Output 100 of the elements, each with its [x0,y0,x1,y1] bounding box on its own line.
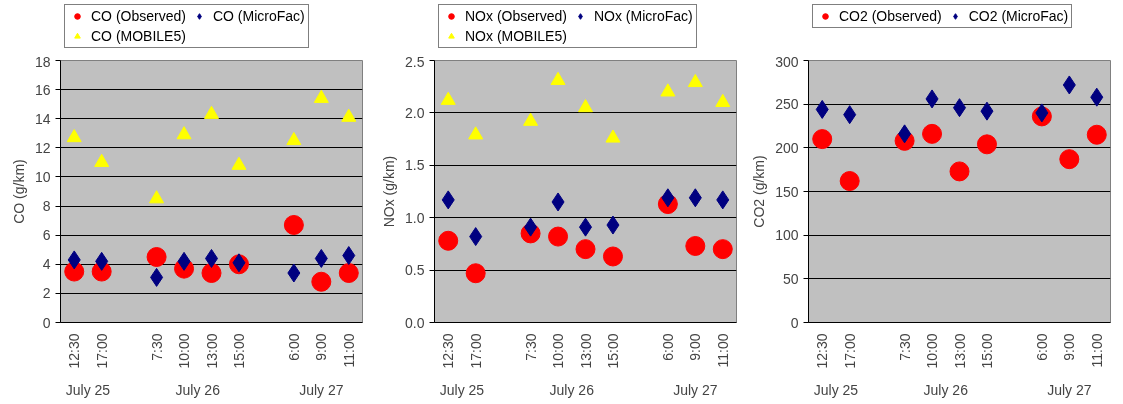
text: July 25 [65,381,111,398]
point [204,105,219,119]
point [94,153,110,167]
point [150,267,164,287]
point [67,250,81,270]
x-tick-label: 15:00 [978,333,995,369]
y-tick-label: 2 [42,285,51,302]
point [468,126,484,140]
x-tick-label: 7:30 [522,333,539,361]
point [898,124,912,144]
y-tick-label: 10 [34,168,51,185]
point [231,156,247,170]
point [1086,124,1107,145]
y-tick-label: 100 [775,227,799,244]
point [1062,75,1076,95]
x-tick-label: 12:30 [66,333,83,369]
point [311,271,332,292]
y-tick-label: 150 [775,183,799,200]
y-tick-label: 250 [775,96,799,113]
point [342,246,356,266]
text: July 25 [439,381,485,398]
point [578,99,593,113]
point [440,91,456,105]
legend-label: CO2 (Observed) [839,8,942,24]
x-tick-label: 13:00 [951,333,968,369]
x-tick-label: 10:00 [550,333,567,369]
x-tick-label: 6:00 [659,333,676,361]
point [815,99,829,119]
point [712,239,733,260]
point [976,134,997,155]
x-tick-label: 15:00 [604,333,621,369]
point [287,263,301,283]
point [441,190,455,210]
y-tick-label: 18 [34,53,51,70]
y-tick-label: 0.5 [405,262,425,279]
point [575,239,596,260]
text: July 26 [549,381,595,398]
point [606,215,620,235]
y-tick-label: 50 [782,270,799,287]
y-tick-label: 12 [34,139,51,156]
x-tick-label: 7:30 [148,333,165,361]
x-tick-label: 6:00 [1033,333,1050,361]
point [314,248,328,268]
point [548,226,569,247]
point [688,188,702,208]
point [341,108,357,122]
point [95,251,109,271]
y-tick-label: 0.0 [405,314,425,331]
x-tick-label: 17:00 [841,333,858,369]
point [523,112,539,126]
point [1090,87,1104,107]
point [550,71,566,85]
y-tick-label: 14 [34,110,51,127]
point [839,171,860,191]
x-tick-label: 11:00 [714,333,731,368]
text: July 26 [175,381,221,398]
point [661,188,675,208]
y-tick-label: 1.5 [405,157,425,174]
x-tick-label: 12:30 [440,333,457,369]
x-tick-label: 12:30 [814,333,831,369]
point [66,129,82,143]
legend-label: CO (MicroFac) [212,8,305,24]
x-tick-label: 17:00 [93,333,110,369]
y-axis-title: CO2 (g/km) [751,155,768,228]
x-tick-label: 15:00 [230,333,247,369]
point [146,247,167,267]
text: July 27 [299,381,344,398]
x-tick-label: 17:00 [467,333,484,369]
x-tick-label: 10:00 [176,333,193,369]
legend-label: CO (Observed) [91,8,186,24]
legend-label: CO2 (MicroFac) [968,8,1069,24]
point [524,217,538,237]
point [283,215,304,235]
point [469,227,483,247]
point [660,83,676,97]
x-tick-label: 9:00 [313,333,330,361]
point [176,126,192,140]
point [925,89,939,109]
point [465,263,486,284]
y-tick-label: 6 [42,227,51,244]
legend-label: NOx (MicroFac) [593,8,693,24]
point [812,129,833,150]
y-tick-label: 2.0 [405,104,425,121]
point [177,251,191,271]
y-tick-label: 0 [790,314,799,331]
y-axis-title: CO (g/km) [10,159,27,224]
point [843,105,857,125]
legend-label: CO (MOBILE5) [91,28,186,44]
point [687,73,703,88]
point [286,131,302,146]
x-tick-label: 7:30 [896,333,913,361]
x-tick-label: 11:00 [340,333,357,368]
text: July 25 [813,381,859,398]
point [313,89,329,103]
text: July 27 [1047,381,1092,398]
point [949,161,970,182]
y-axis-title: NOx (g/km) [381,155,398,228]
point [685,236,706,256]
y-tick-label: 200 [775,139,799,156]
x-tick-label: 9:00 [1061,333,1078,361]
